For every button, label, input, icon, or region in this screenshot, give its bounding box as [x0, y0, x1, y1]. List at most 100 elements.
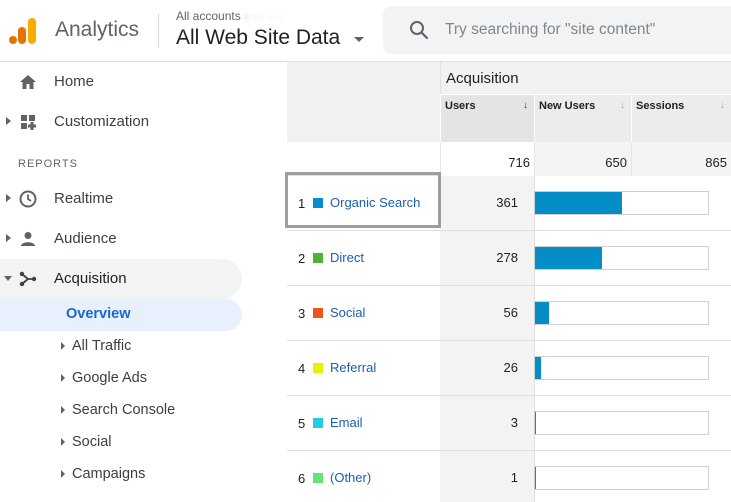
search-box[interactable] — [383, 6, 731, 54]
channel-link[interactable]: Referral — [330, 360, 377, 375]
users-bar-track — [534, 411, 709, 435]
collapse-arrow-icon[interactable] — [4, 276, 12, 281]
users-bar-track — [534, 246, 709, 270]
users-value: 3 — [510, 415, 518, 430]
channel-color-swatch — [313, 308, 323, 318]
sidebar-item-realtime[interactable]: Realtime — [0, 179, 268, 219]
account-breadcrumb-blurred: › ··· ·· · — [244, 9, 283, 23]
top-header: Analytics All accounts › ··· ·· · All Web… — [0, 0, 731, 62]
table-row: 3 Social 56 — [287, 286, 731, 341]
sort-arrow-icon[interactable]: ↓ — [620, 100, 625, 111]
sidebar-item-customization[interactable]: Customization — [0, 102, 268, 142]
sort-arrow-icon[interactable]: ↓ — [523, 100, 528, 111]
sidebar-item-home[interactable]: Home — [0, 62, 268, 102]
sidebar-subitem-campaigns[interactable]: Campaigns — [0, 459, 268, 491]
table-row: 6 (Other) 1 — [287, 451, 731, 502]
sidebar-subitem-google-ads[interactable]: Google Ads — [0, 363, 268, 395]
users-value: 26 — [503, 360, 518, 375]
sidebar-item-audience[interactable]: Audience — [0, 219, 268, 259]
column-header-sessions[interactable]: Sessions ↓ — [631, 94, 731, 142]
acquisition-icon — [19, 271, 37, 287]
users-value: 278 — [496, 250, 518, 265]
users-bar-fill — [535, 412, 536, 434]
sidebar-subitem-label: Search Console — [72, 402, 176, 418]
column-header-users[interactable]: Users ↓ — [440, 94, 534, 142]
row-rank: 2 — [298, 251, 306, 266]
header-divider — [158, 14, 159, 48]
sidebar-item-label: Realtime — [54, 190, 114, 207]
sidebar-item-acquisition[interactable]: Acquisition — [0, 259, 242, 299]
acquisition-table: Acquisition Users ↓ New Users ↓ Sessions… — [287, 62, 731, 502]
column-header-new-users[interactable]: New Users ↓ — [534, 94, 631, 142]
analytics-logo-icon[interactable] — [8, 16, 38, 46]
sidebar-subitem-label: Overview — [66, 306, 131, 322]
acquisition-group-header: Acquisition — [440, 62, 731, 94]
total-new-users-value: 650 — [605, 155, 627, 170]
column-header-label: New Users — [539, 100, 596, 112]
sidebar-subitem-search-console[interactable]: Search Console — [0, 395, 268, 427]
table-row: 4 Referral 26 — [287, 341, 731, 396]
sort-arrow-icon[interactable]: ↓ — [720, 100, 725, 111]
total-new-users: 650 — [534, 142, 631, 176]
users-cell: 361 — [440, 176, 534, 230]
expand-arrow-icon[interactable] — [6, 194, 11, 202]
users-bar-fill — [535, 357, 541, 379]
expand-arrow-icon[interactable] — [61, 342, 65, 350]
expand-arrow-icon[interactable] — [61, 438, 65, 446]
users-bar-fill — [535, 302, 549, 324]
users-value: 56 — [503, 305, 518, 320]
total-sessions-value: 865 — [705, 155, 727, 170]
sidebar-subitem-label: All Traffic — [72, 338, 132, 354]
view-selector[interactable]: All Web Site Data — [176, 26, 341, 49]
channel-link[interactable]: Social — [330, 305, 366, 320]
sidebar-subitem-label: Campaigns — [72, 466, 146, 482]
users-bar-track — [534, 301, 709, 325]
app-name: Analytics — [55, 18, 140, 41]
sidebar-subitem-overview[interactable]: Overview — [0, 299, 242, 331]
column-header-label: Sessions — [636, 100, 685, 112]
total-sessions: 865 — [631, 142, 731, 176]
expand-arrow-icon[interactable] — [61, 470, 65, 478]
clock-icon — [19, 190, 37, 208]
search-input[interactable] — [445, 18, 725, 42]
row-rank: 3 — [298, 306, 306, 321]
expand-arrow-icon[interactable] — [6, 117, 11, 125]
expand-arrow-icon[interactable] — [61, 406, 65, 414]
sidebar-subitem-all-traffic[interactable]: All Traffic — [0, 331, 268, 363]
channel-link[interactable]: Direct — [330, 250, 364, 265]
channel-color-swatch — [313, 418, 323, 428]
row-rank: 5 — [298, 416, 306, 431]
account-breadcrumb-label: All accounts — [176, 9, 241, 23]
channel-color-swatch — [313, 198, 323, 208]
channel-color-swatch — [313, 473, 323, 483]
expand-arrow-icon[interactable] — [61, 374, 65, 382]
row-rank: 6 — [298, 471, 306, 486]
users-bar-track — [534, 466, 709, 490]
table-header-blank — [287, 62, 440, 142]
sidebar-subitem-social[interactable]: Social — [0, 427, 268, 459]
users-cell: 3 — [440, 396, 534, 450]
users-bar-track — [534, 356, 709, 380]
sidebar-subitem-label: Google Ads — [72, 370, 147, 386]
channel-link[interactable]: Email — [330, 415, 363, 430]
sidebar: Home Customization REPORTS Realtime Audi… — [0, 62, 268, 502]
channel-color-swatch — [313, 363, 323, 373]
total-users-value: 716 — [508, 155, 530, 170]
users-bar-fill — [535, 467, 536, 489]
table-row: 2 Direct 278 — [287, 231, 731, 286]
channel-link[interactable]: (Other) — [330, 470, 372, 485]
channel-link[interactable]: Organic Search — [330, 195, 421, 210]
sidebar-item-label: Acquisition — [54, 270, 127, 287]
highlight-box — [285, 172, 441, 228]
users-bar-track — [534, 191, 709, 215]
account-breadcrumb[interactable]: All accounts › ··· ·· · — [176, 9, 283, 23]
acquisition-group-title: Acquisition — [446, 70, 519, 87]
total-users: 716 — [440, 142, 534, 176]
row-rank: 1 — [298, 196, 306, 211]
expand-arrow-icon[interactable] — [6, 234, 11, 242]
reports-heading: REPORTS — [18, 158, 78, 170]
table-row: 1 Organic Search 361 — [287, 176, 731, 231]
caret-down-icon[interactable] — [354, 37, 364, 42]
home-icon — [20, 75, 36, 89]
person-icon — [21, 232, 35, 246]
